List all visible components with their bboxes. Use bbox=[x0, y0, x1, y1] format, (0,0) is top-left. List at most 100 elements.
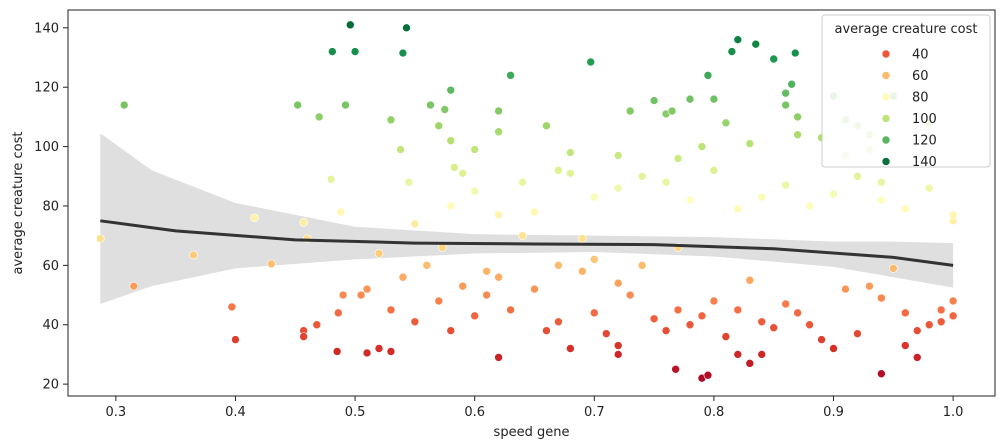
data-point bbox=[362, 348, 372, 358]
regression-line-layer bbox=[100, 219, 954, 267]
data-point bbox=[790, 48, 800, 58]
data-point bbox=[470, 145, 479, 154]
legend-label: 60 bbox=[912, 69, 929, 84]
legend-title: average creature cost bbox=[834, 22, 977, 37]
data-point bbox=[900, 308, 910, 318]
data-point bbox=[396, 145, 405, 154]
data-point bbox=[434, 296, 444, 306]
plot-frame bbox=[67, 9, 996, 397]
data-point bbox=[345, 20, 355, 30]
data-point bbox=[386, 115, 396, 125]
data-point bbox=[189, 250, 198, 260]
regression-line bbox=[100, 219, 954, 267]
data-point bbox=[793, 308, 802, 318]
data-point bbox=[293, 100, 302, 110]
data-point bbox=[336, 207, 346, 217]
data-point bbox=[338, 290, 348, 300]
data-point bbox=[877, 369, 886, 379]
data-point bbox=[787, 79, 796, 89]
data-point bbox=[299, 218, 308, 227]
data-point bbox=[470, 186, 479, 196]
data-point bbox=[781, 88, 790, 98]
data-point bbox=[589, 308, 599, 318]
data-point bbox=[482, 266, 491, 276]
data-point bbox=[450, 163, 459, 172]
data-point bbox=[554, 166, 563, 175]
data-point bbox=[745, 359, 755, 368]
data-point bbox=[853, 171, 862, 181]
data-point bbox=[613, 183, 623, 193]
data-point bbox=[386, 305, 396, 315]
data-point bbox=[948, 311, 958, 321]
data-point bbox=[326, 174, 336, 184]
x-tick-label: 0.4 bbox=[225, 405, 246, 420]
data-point bbox=[709, 296, 719, 306]
data-point bbox=[745, 139, 755, 148]
x-tick-label: 0.9 bbox=[823, 405, 844, 420]
data-point bbox=[805, 201, 814, 211]
data-point bbox=[751, 39, 761, 49]
data-point bbox=[613, 278, 623, 288]
data-point bbox=[667, 106, 677, 116]
confidence-band-layer bbox=[100, 133, 954, 304]
data-point bbox=[227, 302, 237, 312]
data-point bbox=[841, 284, 850, 294]
data-point bbox=[350, 47, 360, 56]
data-point bbox=[426, 100, 435, 110]
data-point bbox=[727, 47, 737, 56]
data-point bbox=[402, 23, 411, 33]
data-point bbox=[709, 94, 719, 104]
data-point bbox=[924, 320, 934, 330]
data-point bbox=[601, 329, 611, 338]
legend-marker bbox=[881, 49, 891, 59]
legend: average creature cost 40 60 80 100 120 140 bbox=[821, 14, 991, 170]
data-point bbox=[374, 249, 384, 258]
data-point bbox=[733, 204, 743, 214]
x-axis-label: speed gene bbox=[494, 425, 570, 440]
x-tick-label: 0.3 bbox=[106, 405, 127, 420]
data-point bbox=[446, 136, 456, 145]
data-point bbox=[781, 180, 790, 190]
data-point bbox=[494, 210, 503, 220]
data-point bbox=[312, 320, 322, 330]
data-point bbox=[697, 142, 707, 151]
data-point bbox=[649, 96, 659, 105]
data-point bbox=[721, 118, 731, 128]
data-point bbox=[506, 305, 515, 315]
data-point bbox=[494, 272, 503, 282]
data-point bbox=[685, 320, 695, 330]
legend-label: 80 bbox=[912, 91, 929, 106]
legend-marker bbox=[881, 71, 891, 80]
data-point bbox=[299, 332, 308, 341]
data-point bbox=[793, 130, 802, 140]
data-point bbox=[398, 48, 408, 58]
x-axis-ticks: 0.3 0.4 0.5 0.6 0.7 0.8 0.9 1.0 bbox=[106, 396, 963, 420]
data-point bbox=[586, 57, 596, 67]
data-point bbox=[119, 100, 129, 110]
data-point bbox=[410, 219, 420, 229]
data-point bbox=[566, 169, 575, 178]
data-point bbox=[386, 347, 396, 356]
y-tick-label: 40 bbox=[42, 318, 59, 333]
data-point bbox=[95, 234, 105, 243]
data-point bbox=[781, 299, 790, 309]
data-point bbox=[853, 329, 862, 338]
data-point bbox=[769, 54, 779, 64]
data-point bbox=[685, 195, 695, 205]
data-point bbox=[733, 35, 743, 44]
data-point bbox=[554, 261, 563, 270]
data-point bbox=[877, 177, 886, 187]
x-tick-label: 0.7 bbox=[584, 405, 605, 420]
data-point bbox=[398, 272, 408, 282]
x-tick-label: 0.5 bbox=[345, 405, 366, 420]
data-point bbox=[129, 281, 139, 291]
data-point bbox=[440, 105, 450, 114]
legend-marker bbox=[881, 114, 891, 123]
y-axis-label: average creature cost bbox=[11, 131, 26, 274]
data-point bbox=[410, 317, 420, 327]
y-tick-label: 20 bbox=[42, 378, 59, 393]
data-point bbox=[566, 148, 575, 157]
x-tick-label: 0.8 bbox=[704, 405, 725, 420]
legend-entries: 40 60 80 100 120 140 bbox=[881, 48, 937, 170]
